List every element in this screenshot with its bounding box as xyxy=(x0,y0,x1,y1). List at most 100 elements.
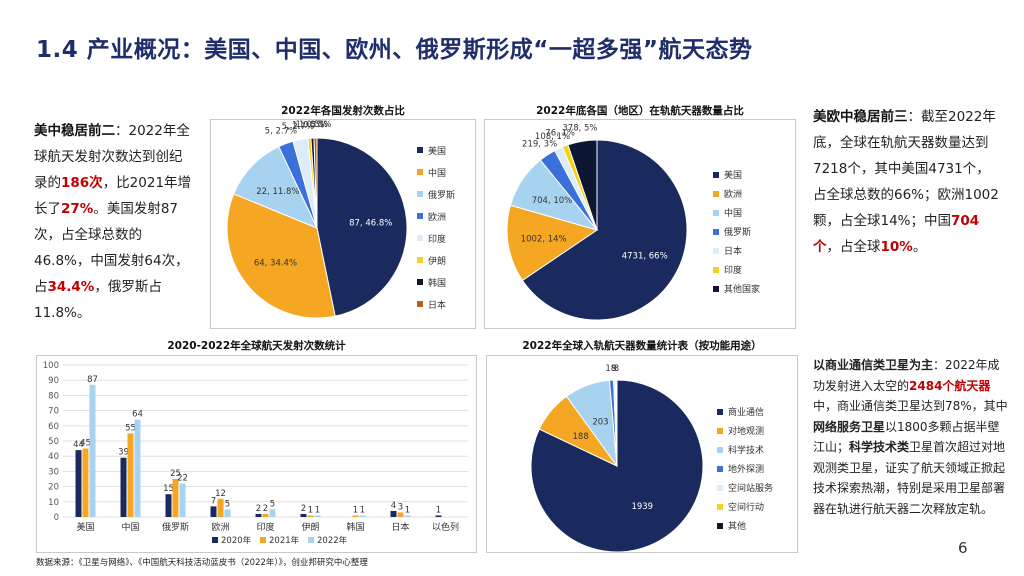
right-highlight-1: 704个 xyxy=(813,213,980,255)
pie-label-0: 4731, 66% xyxy=(622,251,668,261)
pie-label-7: 1, 0.5% xyxy=(299,120,331,130)
legend-label: 地外探测 xyxy=(728,465,765,475)
pie-label-0: 87, 46.8% xyxy=(349,219,392,229)
right2-lead: 以商业通信类卫星为主 xyxy=(813,358,934,372)
legend-swatch xyxy=(717,522,723,529)
pie-label-1: 1002, 14% xyxy=(521,234,567,244)
page-number: 6 xyxy=(958,539,968,557)
right2-highlight-1: 2484个航天器 xyxy=(909,378,991,393)
chart-title: 2022年底各国（地区）在轨航天器数量占比 xyxy=(536,105,744,117)
bar xyxy=(435,515,442,517)
bar xyxy=(82,448,89,517)
legend-swatch xyxy=(713,285,719,292)
bar xyxy=(165,494,172,517)
y-tick-label: 40 xyxy=(48,452,59,462)
legend-label: 2022年 xyxy=(317,535,348,546)
legend-item: 空间站服务 xyxy=(717,478,773,497)
legend-label: 俄罗斯 xyxy=(724,228,752,238)
legend-item: 其他国家 xyxy=(713,279,760,298)
pie-label-3: 5, 2.7% xyxy=(265,126,297,136)
legend-swatch xyxy=(717,503,723,510)
bar xyxy=(172,479,179,517)
bar xyxy=(300,513,307,517)
pie-label-2: 22, 11.8% xyxy=(256,187,299,197)
legend-label: 中国 xyxy=(724,209,743,219)
legend-swatch xyxy=(417,191,423,197)
launch-share-pie: 87, 46.8% 64, 34.4% 22, 11.8% 5, 2.7%5, 2.7… xyxy=(226,120,408,319)
pie-label-5: 76, 1% xyxy=(545,129,575,139)
bar xyxy=(217,498,224,517)
y-tick-label: 80 xyxy=(48,391,59,401)
legend-label: 日本 xyxy=(428,300,447,311)
bar-label: 1 xyxy=(315,505,320,515)
legend-item: 欧洲 xyxy=(417,205,455,227)
bar xyxy=(120,457,127,517)
legend-swatch xyxy=(713,209,719,216)
legend-label: 2021年 xyxy=(269,535,300,546)
bar-label: 22 xyxy=(177,474,188,484)
legend-label: 韩国 xyxy=(428,278,447,289)
chart-title: 2020-2022年全球航天发射次数统计 xyxy=(167,340,346,352)
x-tick-label: 欧洲 xyxy=(211,521,229,533)
pie-slice-2 xyxy=(233,145,318,229)
legend-swatch xyxy=(713,266,719,273)
launch-count-chart: 2020-2022年全球航天发射次数统计 0 10 20 30 40 50 60 70 80 90… xyxy=(36,340,477,553)
legend-item: 地外探测 xyxy=(717,459,773,478)
x-tick-label: 日本 xyxy=(391,521,409,533)
x-tick-label: 中国 xyxy=(121,521,139,533)
bar xyxy=(134,419,141,517)
bar-label: 12 xyxy=(215,489,226,499)
bar xyxy=(359,515,366,517)
bar-label: 2 xyxy=(301,504,306,514)
right-summary: 美欧中稳居前三：截至2022年底，全球在轨航天器数量达到7218个，其中美国47… xyxy=(813,104,1003,260)
legend-swatch xyxy=(417,169,423,175)
legend-swatch xyxy=(212,537,218,543)
pie-label-6: 378, 5% xyxy=(562,123,597,133)
pie-slice-6 xyxy=(615,379,618,467)
x-tick-label: 美国 xyxy=(76,521,94,533)
right2-bold-1: 网络服务卫星 xyxy=(813,419,886,434)
legend-item: 俄罗斯 xyxy=(713,222,760,241)
launch-share-legend: 美国 中国 俄罗斯 欧洲 印度 伊朗 韩国 日本 xyxy=(417,139,455,315)
legend-swatch xyxy=(713,228,719,235)
left-highlight-1: 186次 xyxy=(61,175,103,191)
legend-label: 俄罗斯 xyxy=(428,190,456,201)
data-source: 数据来源：《卫星与网络》、《中国航天科技活动蓝皮书（2022年）》，创业邦研究中… xyxy=(36,558,368,568)
x-tick-label: 俄罗斯 xyxy=(162,521,189,533)
legend-item: 中国 xyxy=(417,161,455,183)
legend-item: 科学技术 xyxy=(717,440,773,459)
right2-text-2: 中，商业通信类卫星达到78%，其中 xyxy=(813,399,1008,413)
right2-bold-2: 科学技术类 xyxy=(849,440,910,454)
bar-label: 3 xyxy=(398,502,403,512)
y-tick-label: 20 xyxy=(48,483,59,493)
right-lead: 美欧中稳居前三 xyxy=(813,109,908,125)
bar-label: 2 xyxy=(263,504,268,514)
y-tick-label: 0 xyxy=(54,513,59,523)
x-tick-label: 印度 xyxy=(256,521,274,533)
legend-swatch xyxy=(717,484,723,491)
bar-label: 25 xyxy=(170,469,181,479)
orbit-share-pie: 4731, 66% 1002, 14% 704, 10% 219, 3%108, 1%… xyxy=(506,123,688,321)
pie-label-3: 219, 3% xyxy=(522,139,557,149)
orbit-share-chart: 2022年底各国（地区）在轨航天器数量占比 4731, 66% 1002, 14%… xyxy=(484,105,796,329)
legend-item: 印度 xyxy=(713,260,760,279)
legend-item: 空间行动 xyxy=(717,497,773,516)
legend-label: 其他 xyxy=(728,522,747,532)
pie-label-3: 18 xyxy=(605,364,616,374)
legend-label: 伊朗 xyxy=(428,256,447,267)
pie-label-4: 9 xyxy=(612,364,617,374)
bar-label: 5 xyxy=(225,499,230,509)
pie-label-1: 64, 34.4% xyxy=(254,258,297,268)
orbit-share-legend: 美国 欧洲 中国 俄罗斯 日本 印度 其他国家 xyxy=(713,165,760,298)
bar xyxy=(404,515,411,517)
pie-label-6: 3 xyxy=(614,364,619,374)
pie-slice-6 xyxy=(567,139,598,231)
pie-slice-0 xyxy=(316,137,408,317)
legend-label: 科学技术 xyxy=(728,446,765,456)
legend-label: 对地观测 xyxy=(728,427,765,437)
function-pie-chart: 2022年全球入轨航天器数量统计表（按功能用途） 1939 188 203 18 9 3 … xyxy=(486,340,798,553)
function-legend: 商业通信 对地观测 科学技术 地外探测 空间站服务 空间行动 其他 xyxy=(717,402,773,535)
legend-item: 中国 xyxy=(713,203,760,222)
right-highlight-2: 10% xyxy=(880,239,913,255)
